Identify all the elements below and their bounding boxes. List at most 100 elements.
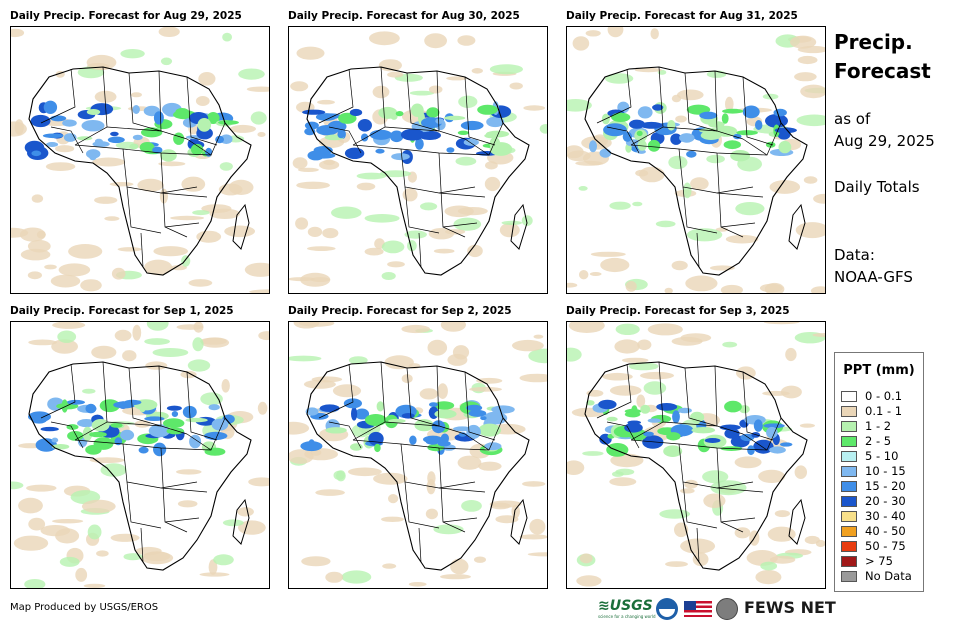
precip-area <box>18 497 43 514</box>
precip-area <box>137 178 164 192</box>
precip-area <box>373 472 408 485</box>
precip-area <box>428 85 443 94</box>
country-border <box>606 126 640 154</box>
precip-area <box>684 479 698 489</box>
precip-area <box>671 260 688 271</box>
precip-area <box>755 570 782 585</box>
precip-area <box>250 111 267 125</box>
precip-area <box>664 287 673 293</box>
precip-area <box>401 374 413 384</box>
country-border <box>742 371 774 441</box>
country-border <box>716 192 764 198</box>
precip-area <box>769 180 801 194</box>
precip-area <box>527 552 547 557</box>
precip-area <box>188 279 213 287</box>
precip-area <box>170 265 187 271</box>
precip-area <box>790 35 817 49</box>
precip-area <box>602 372 633 381</box>
precip-area <box>582 451 604 456</box>
precip-area <box>625 281 637 292</box>
legend-label: 10 - 15 <box>865 464 906 478</box>
legend-label: 2 - 5 <box>865 434 892 448</box>
country-border <box>400 443 476 489</box>
precip-area <box>305 407 319 416</box>
precip-area <box>246 86 269 92</box>
legend-item: 40 - 50 <box>841 524 906 538</box>
legend-item: 0.1 - 1 <box>841 404 902 418</box>
precip-area <box>187 359 211 372</box>
precip-area <box>735 202 765 216</box>
panel-title: Daily Precip. Forecast for Aug 31, 2025 <box>566 10 798 22</box>
precip-area <box>579 270 589 280</box>
precip-area <box>199 572 230 577</box>
precip-area <box>153 111 164 125</box>
precip-area <box>30 114 51 128</box>
precip-area <box>567 347 582 362</box>
precip-area <box>404 230 427 239</box>
precip-area <box>206 112 220 124</box>
precip-area <box>387 261 405 268</box>
precip-area <box>185 417 208 423</box>
precip-area <box>356 182 376 191</box>
precip-area <box>96 550 109 557</box>
precip-area <box>486 116 505 128</box>
africa-map <box>567 322 825 587</box>
precip-area <box>148 424 171 438</box>
precip-area <box>11 227 29 238</box>
legend-label: 5 - 10 <box>865 449 899 463</box>
precip-area <box>603 123 627 137</box>
precip-area <box>478 423 502 437</box>
precip-area <box>244 262 269 277</box>
precip-area <box>753 419 763 432</box>
precip-area <box>585 30 601 37</box>
precip-area <box>736 130 758 136</box>
legend-label: No Data <box>865 569 912 583</box>
precip-area <box>323 159 335 166</box>
precip-area <box>725 96 734 112</box>
precip-area <box>424 33 447 49</box>
precip-area <box>519 534 547 540</box>
precip-area <box>338 112 357 124</box>
precip-area <box>87 524 102 540</box>
precip-area <box>117 247 142 252</box>
precip-area <box>794 465 807 479</box>
data-source-line1: Data: <box>834 246 875 264</box>
precip-area <box>195 96 210 106</box>
precip-area <box>624 411 641 418</box>
madagascar-outline <box>232 203 250 250</box>
precip-area <box>192 210 210 216</box>
madagascar-outline <box>510 498 528 545</box>
precip-area <box>567 460 585 475</box>
precip-area <box>691 427 716 434</box>
precip-area <box>211 418 229 431</box>
precip-area <box>120 49 145 59</box>
precip-area <box>680 488 695 494</box>
precip-area <box>466 424 481 439</box>
precip-area <box>665 561 688 567</box>
precip-area <box>586 400 595 406</box>
legend-item: No Data <box>841 569 912 583</box>
precip-area <box>85 403 97 414</box>
precip-area <box>58 263 91 277</box>
precip-area <box>609 385 642 396</box>
country-border <box>160 192 208 198</box>
precip-area <box>224 225 256 238</box>
precip-area <box>258 331 269 341</box>
country-border <box>716 487 764 493</box>
precip-area <box>724 400 742 413</box>
precip-area <box>144 259 173 276</box>
precip-area <box>198 72 216 86</box>
precip-area <box>152 146 163 154</box>
precip-area <box>369 129 393 140</box>
as-of-label: as of Aug 29, 2025 <box>834 108 935 152</box>
map-title: Precip. Forecast <box>834 28 931 86</box>
country-border <box>164 222 200 228</box>
precip-area <box>173 132 185 145</box>
precip-area <box>89 152 97 161</box>
precip-area <box>401 413 415 419</box>
precip-area <box>192 337 204 352</box>
precip-area <box>238 68 265 80</box>
precip-area <box>477 104 498 115</box>
precip-area <box>382 563 397 569</box>
precip-area <box>762 93 779 100</box>
